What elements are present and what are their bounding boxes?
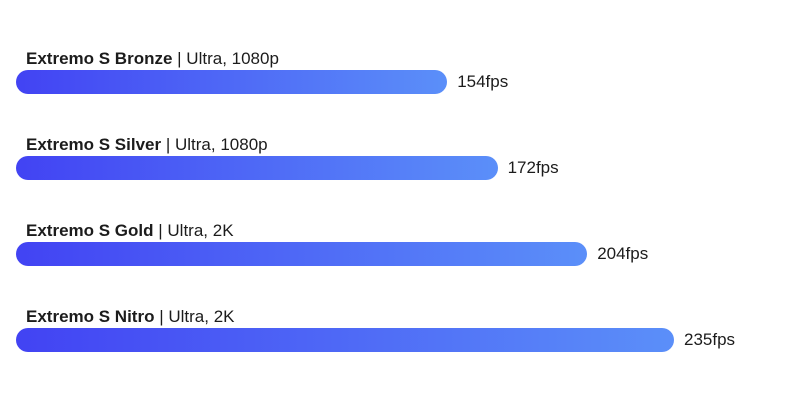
bar-value-label: 154fps [457, 72, 509, 91]
bar-gold [16, 242, 588, 266]
bar-label: Extremo S Gold | Ultra, 2K [26, 221, 234, 241]
bar-row-bronze: Extremo S Bronze | Ultra, 1080p 154fps [0, 49, 800, 109]
bar-label: Extremo S Silver | Ultra, 1080p [26, 135, 268, 155]
bar-row-nitro: Extremo S Nitro | Ultra, 2K 235fps [0, 307, 800, 367]
bar-nitro [16, 328, 674, 352]
bar-row-silver: Extremo S Silver | Ultra, 1080p 172fps [0, 135, 800, 195]
bar-silver [16, 156, 498, 180]
bar-category-detail: | Ultra, 2K [158, 221, 234, 240]
bar-category-name: Extremo S Nitro [26, 307, 155, 326]
bar-category-name: Extremo S Gold [26, 221, 154, 240]
bar-label: Extremo S Nitro | Ultra, 2K [26, 307, 235, 327]
bar-value-label: 235fps [684, 330, 736, 349]
bar-value-label: 204fps [597, 244, 649, 263]
bar-label: Extremo S Bronze | Ultra, 1080p [26, 49, 279, 69]
bar-category-detail: | Ultra, 2K [159, 307, 235, 326]
bar-value-label: 172fps [507, 158, 559, 177]
bar-category-detail: | Ultra, 1080p [177, 49, 279, 68]
bar-bronze [16, 70, 448, 94]
bar-row-gold: Extremo S Gold | Ultra, 2K 204fps [0, 221, 800, 281]
bar-category-name: Extremo S Silver [26, 135, 162, 154]
bar-category-name: Extremo S Bronze [26, 49, 173, 68]
bar-category-detail: | Ultra, 1080p [165, 135, 268, 154]
